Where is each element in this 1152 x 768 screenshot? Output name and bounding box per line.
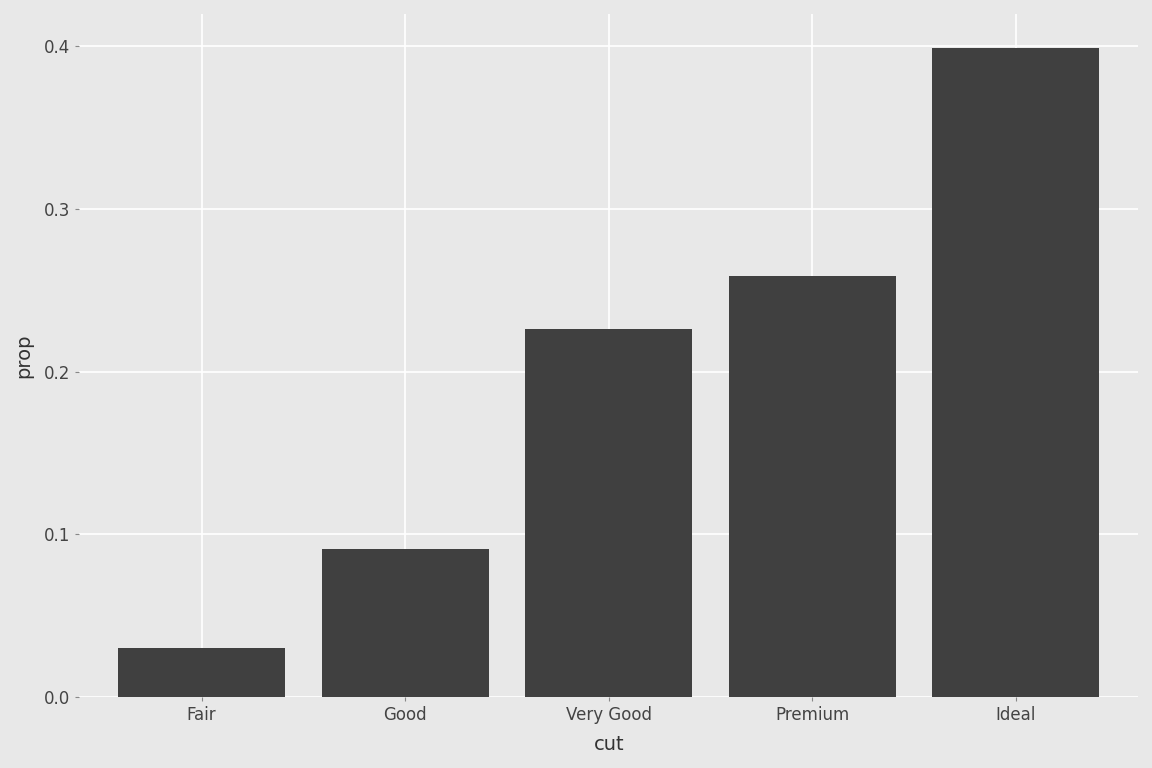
Bar — [321, 549, 488, 697]
Y-axis label: prop: prop — [14, 333, 33, 378]
X-axis label: cut: cut — [593, 735, 624, 754]
Bar — [729, 276, 896, 697]
Bar — [525, 329, 692, 697]
Bar — [932, 48, 1099, 697]
Bar — [119, 648, 285, 697]
